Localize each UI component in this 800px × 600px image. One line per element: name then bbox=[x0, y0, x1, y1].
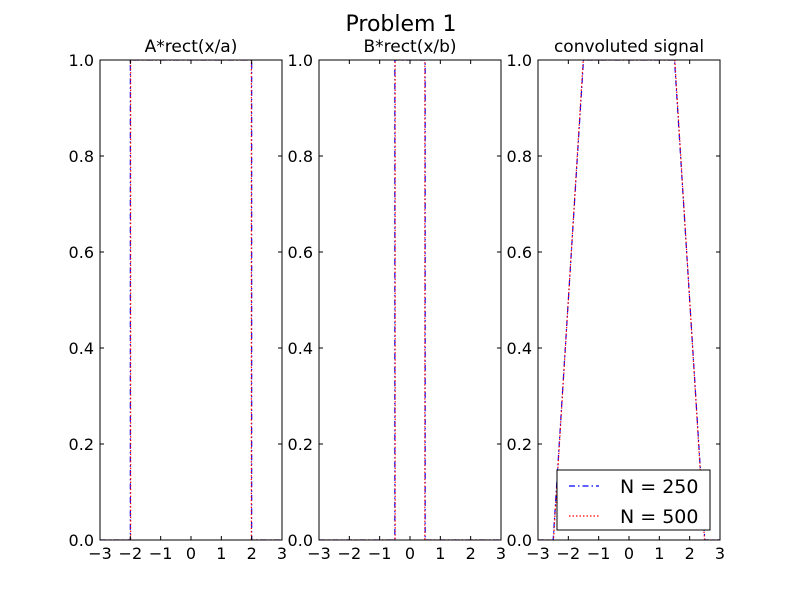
x-tick-label: 3 bbox=[496, 544, 506, 563]
subplot-title: B*rect(x/b) bbox=[363, 37, 456, 57]
y-tick-label: 1.0 bbox=[288, 51, 313, 70]
figure-title: Problem 1 bbox=[346, 12, 457, 37]
y-tick-label: 0.6 bbox=[288, 243, 313, 262]
subplots: −3 −2 −1 0 1 2 30.00.20.40.60.81.0A*rect(x/a)−… bbox=[69, 37, 726, 563]
x-tick-label: 1 bbox=[435, 544, 445, 563]
y-tick-label: 0.0 bbox=[69, 531, 94, 550]
x-tick-label: −3 bbox=[307, 544, 331, 563]
subplot-title: A*rect(x/a) bbox=[145, 37, 238, 57]
y-tick-label: 1.0 bbox=[507, 51, 532, 70]
subplot-2: −3 −2 −1 0 1 2 3 0.0 0.2 0.4 0.6 0.8 1.0 B*rect(x/b) bbox=[288, 37, 507, 563]
x-tick-label: −1 bbox=[149, 544, 173, 563]
x-tick-label: 3 bbox=[277, 544, 287, 563]
plot-area bbox=[319, 60, 501, 540]
subplot-3: −3 −2 −1 0 1 2 3 0.0 0.2 0.4 0.6 0.8 1.0 convoluted s… bbox=[507, 37, 726, 563]
y-tick-label: 0.2 bbox=[69, 435, 94, 454]
legend-label: N = 250 bbox=[620, 476, 698, 498]
x-tick-label: 0 bbox=[624, 544, 634, 563]
x-tick-label: −2 bbox=[119, 544, 143, 563]
y-tick-label: 0.0 bbox=[507, 531, 532, 550]
legend: N = 250 N = 500 bbox=[556, 469, 711, 531]
plot-area bbox=[538, 60, 720, 540]
x-tick-label: −2 bbox=[557, 544, 581, 563]
axes-frame bbox=[318, 59, 502, 541]
y-tick-label: 0.0 bbox=[288, 531, 313, 550]
x-tick-label: 3 bbox=[715, 544, 725, 563]
y-tick-label: 0.4 bbox=[69, 339, 94, 358]
legend-box bbox=[556, 469, 711, 531]
x-tick-label: 0 bbox=[186, 544, 196, 563]
y-tick-label: 1.0 bbox=[69, 51, 94, 70]
x-tick-label: 0 bbox=[405, 544, 415, 563]
y-tick-label: 0.2 bbox=[288, 435, 313, 454]
x-tick-label: 2 bbox=[685, 544, 695, 563]
y-tick-label: 0.6 bbox=[507, 243, 532, 262]
subplot-1: −3 −2 −1 0 1 2 3 0.0 0.2 0.4 0.6 0.8 1.0 A*rect(x/a) bbox=[69, 37, 288, 563]
x-tick-label: −1 bbox=[368, 544, 392, 563]
x-tick-label: 1 bbox=[216, 544, 226, 563]
y-tick-label: 0.2 bbox=[507, 435, 532, 454]
y-tick-label: 0.4 bbox=[288, 339, 313, 358]
y-tick-label: 0.6 bbox=[69, 243, 94, 262]
x-tick-label: 1 bbox=[654, 544, 664, 563]
y-tick-label: 0.8 bbox=[69, 147, 94, 166]
x-tick-label: −1 bbox=[587, 544, 611, 563]
x-tick-label: 2 bbox=[466, 544, 476, 563]
plot-area bbox=[100, 60, 282, 540]
x-tick-label: −2 bbox=[338, 544, 362, 563]
y-tick-label: 0.8 bbox=[507, 147, 532, 166]
y-tick-label: 0.8 bbox=[288, 147, 313, 166]
subplot-title: convoluted signal bbox=[554, 37, 704, 57]
x-tick-label: −3 bbox=[88, 544, 112, 563]
axes-frame bbox=[537, 59, 721, 541]
x-tick-label: 2 bbox=[247, 544, 257, 563]
axes-frame bbox=[99, 59, 283, 541]
x-tick-label: −3 bbox=[526, 544, 550, 563]
y-tick-label: 0.4 bbox=[507, 339, 532, 358]
legend-label: N = 500 bbox=[620, 506, 698, 528]
